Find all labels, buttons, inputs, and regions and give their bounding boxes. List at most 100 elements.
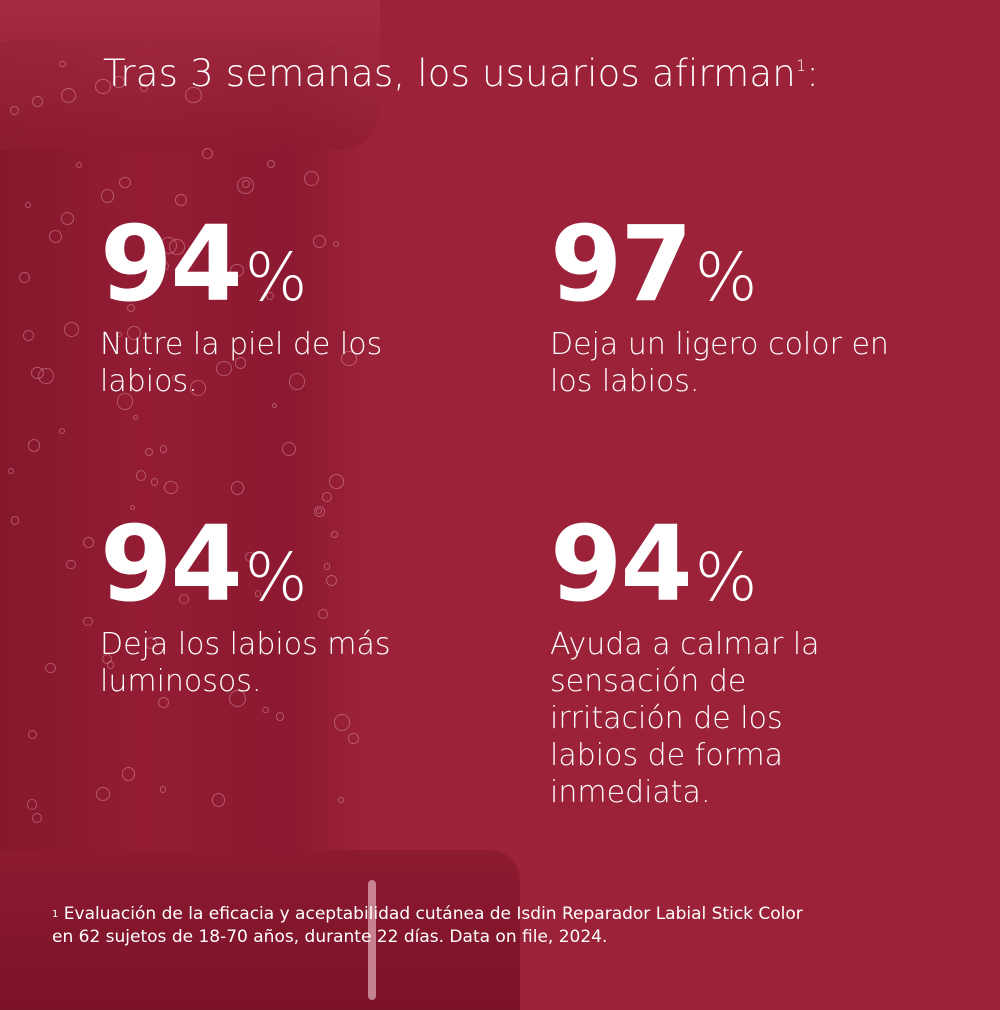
droplet (141, 581, 150, 589)
stat-2: 97% Deja un ligero color en los labios. (550, 212, 890, 400)
droplet (60, 212, 74, 226)
droplet (129, 505, 135, 511)
stat-unit: % (244, 239, 308, 316)
droplet (228, 690, 246, 708)
droplet (159, 444, 168, 453)
droplet (281, 441, 296, 456)
droplet (75, 161, 82, 168)
droplet (95, 78, 111, 95)
droplet (254, 590, 262, 598)
droplet (118, 176, 131, 189)
droplet (326, 575, 338, 587)
droplet (323, 563, 331, 570)
droplet (126, 326, 141, 341)
droplet (201, 147, 213, 159)
headline-text: Tras 3 semanas, los usuarios afirman (103, 52, 796, 95)
droplet (338, 797, 344, 803)
droplet (101, 189, 115, 203)
stat-4: 94% Ayuda a calmar la sensación de irrit… (550, 512, 860, 811)
droplet (48, 230, 62, 243)
droplet (113, 76, 125, 88)
droplet (23, 330, 34, 342)
stat-value: 97 (550, 203, 693, 325)
footnote-marker: 1 (52, 909, 59, 920)
headline: Tras 3 semanas, los usuarios afirman1: (103, 52, 819, 95)
product-image-lipstick (0, 40, 370, 870)
droplet (96, 786, 110, 801)
droplet (313, 234, 326, 248)
stat-description: Deja un ligero color en los labios. (550, 327, 889, 399)
stat-3: 94% Deja los labios más luminosos. (100, 512, 440, 700)
product-image-top (0, 0, 380, 150)
droplet (303, 170, 319, 186)
droplet (116, 331, 122, 337)
stat-value: 94 (550, 503, 693, 625)
droplet (10, 516, 20, 525)
droplet (106, 660, 115, 669)
droplet (266, 292, 275, 300)
droplet (190, 380, 206, 397)
droplet (234, 357, 247, 370)
droplet (58, 428, 65, 435)
droplet (18, 272, 30, 284)
droplet (140, 84, 149, 92)
droplet (230, 481, 245, 496)
footnote-line-2: en 62 sujetos de 18-70 años, durante 22 … (52, 927, 608, 947)
droplet (185, 86, 202, 104)
product-image-cap (0, 850, 520, 1010)
droplet (245, 551, 256, 562)
droplet (314, 506, 325, 517)
droplet (132, 414, 139, 421)
droplet (64, 321, 80, 337)
droplet (37, 367, 54, 384)
droplet (159, 786, 167, 793)
headline-suffix: : (806, 52, 820, 95)
droplet (59, 60, 66, 68)
stat-unit: % (694, 239, 758, 316)
droplet (237, 177, 255, 194)
droplet (121, 767, 136, 781)
stat-unit: % (694, 539, 758, 616)
stat-description: Deja los labios más luminosos. (100, 627, 391, 699)
droplet (60, 88, 76, 104)
droplet (157, 697, 169, 709)
droplet (83, 616, 93, 626)
stat-description: Ayuda a calmar la sensación de irritació… (550, 627, 820, 810)
droplet (27, 799, 38, 810)
droplet (175, 193, 188, 206)
droplet (331, 530, 339, 538)
stat-description: Nutre la piel de los labios. (100, 327, 383, 399)
droplet (126, 303, 136, 313)
droplet (193, 272, 199, 278)
stat-value: 94 (100, 203, 243, 325)
droplet (172, 375, 179, 382)
stat-value: 94 (100, 503, 243, 625)
droplet (211, 793, 226, 807)
droplet (267, 160, 276, 168)
droplet (144, 447, 153, 456)
droplet (321, 491, 332, 502)
droplet (7, 468, 14, 475)
droplet (317, 608, 328, 619)
droplet (169, 239, 186, 255)
droplet (179, 594, 190, 605)
product-highlight (368, 880, 376, 1000)
droplet (116, 393, 134, 410)
droplet (66, 559, 76, 570)
droplet (150, 478, 159, 486)
droplet (135, 470, 147, 481)
droplet (27, 729, 38, 739)
droplet (341, 350, 357, 367)
droplet (158, 260, 169, 272)
droplet (82, 537, 94, 549)
footnote: 1 Evaluación de la eficacia y aceptabili… (52, 903, 952, 949)
footnote-marker: 1 (795, 56, 807, 75)
droplet (288, 373, 306, 390)
droplet (333, 713, 351, 731)
droplet (32, 812, 43, 824)
droplet (275, 712, 285, 721)
droplet (45, 662, 56, 674)
droplet (144, 636, 157, 649)
droplet (333, 241, 340, 248)
droplet (32, 96, 43, 107)
